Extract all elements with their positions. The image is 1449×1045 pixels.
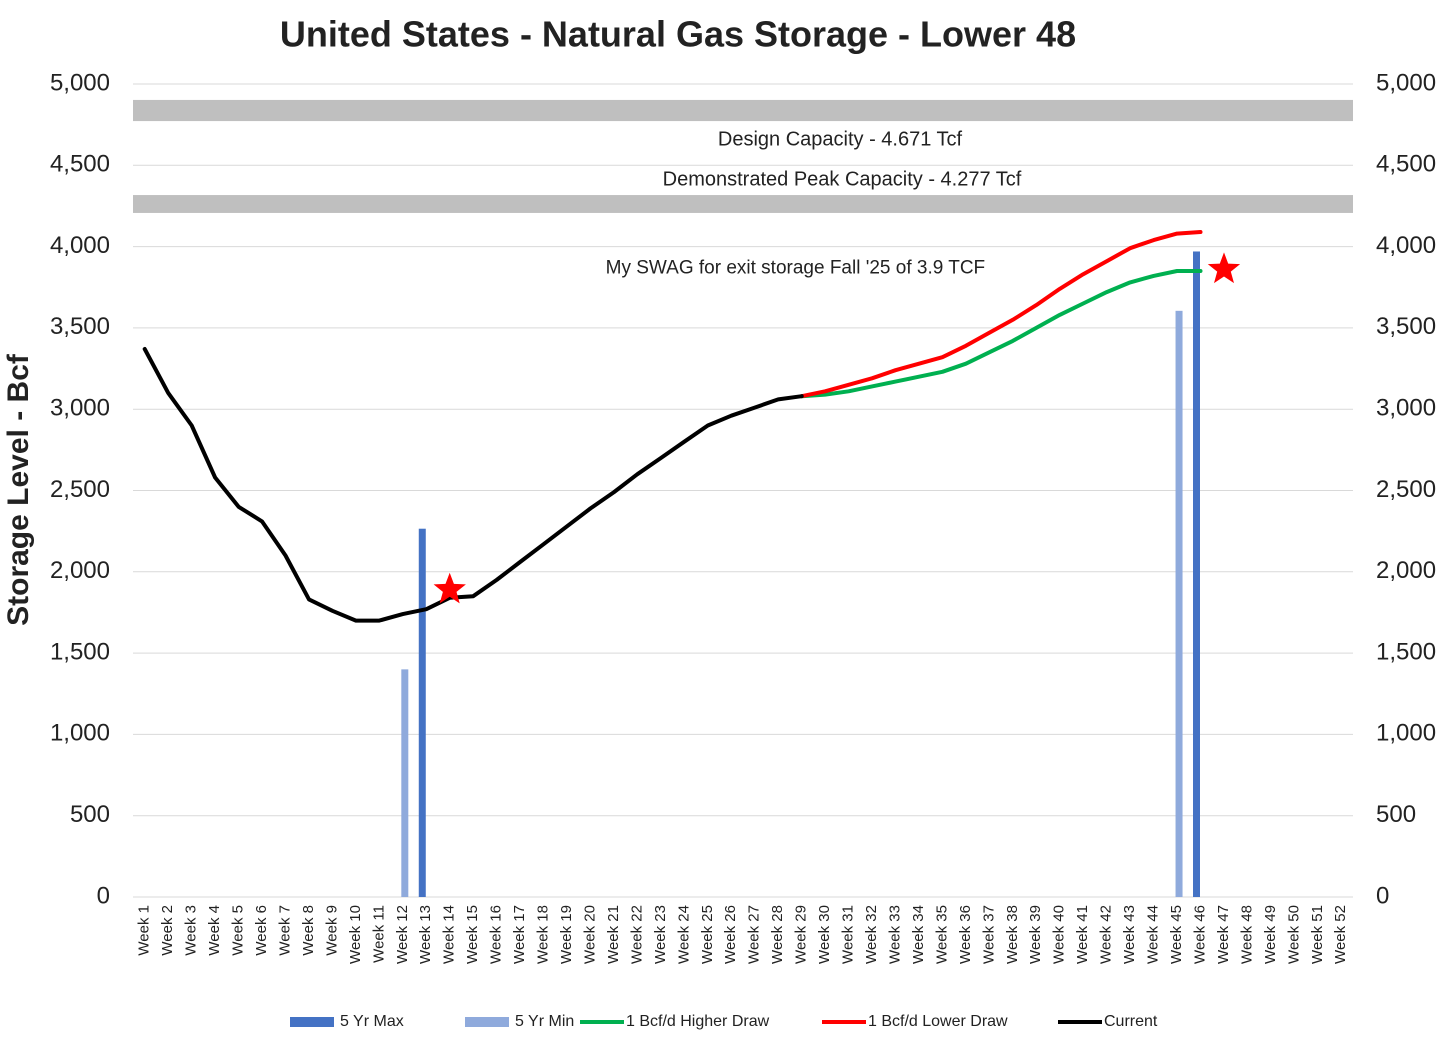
x-tick-label: Week 14 bbox=[441, 905, 458, 964]
star-marker bbox=[433, 572, 466, 604]
x-tick-label: Week 42 bbox=[1098, 905, 1115, 964]
y-tick-label: 1,000 bbox=[50, 720, 110, 747]
legend-label: 1 Bcf/d Higher Draw bbox=[626, 1013, 770, 1030]
legend-label: 5 Yr Max bbox=[340, 1013, 404, 1030]
x-tick-label: Week 13 bbox=[417, 905, 434, 964]
x-tick-label: Week 28 bbox=[769, 905, 786, 964]
y-tick-label: 500 bbox=[70, 801, 110, 828]
y2-tick-label: 4,000 bbox=[1376, 232, 1436, 259]
x-tick-label: Week 7 bbox=[276, 905, 293, 956]
x-tick-label: Week 4 bbox=[206, 905, 223, 956]
x-tick-label: Week 27 bbox=[746, 905, 763, 964]
y2-tick-label: 4,500 bbox=[1376, 151, 1436, 178]
legend-swatch bbox=[465, 1017, 509, 1027]
y-tick-label: 4,500 bbox=[50, 151, 110, 178]
x-tick-label: Week 30 bbox=[816, 905, 833, 964]
x-tick-label: Week 50 bbox=[1285, 905, 1302, 964]
y2-tick-label: 0 bbox=[1376, 882, 1389, 909]
y2-tick-label: 5,000 bbox=[1376, 69, 1436, 96]
x-tick-label: Week 16 bbox=[488, 905, 505, 964]
line-series bbox=[799, 269, 1203, 399]
y2-tick-label: 500 bbox=[1376, 801, 1416, 828]
band-label: Demonstrated Peak Capacity - 4.277 Tcf bbox=[663, 168, 1022, 190]
y-tick-label: 0 bbox=[97, 882, 110, 909]
y2-tick-label: 2,000 bbox=[1376, 557, 1436, 584]
x-tick-label: Week 34 bbox=[910, 905, 927, 964]
capacity-band bbox=[133, 195, 1353, 213]
x-tick-label: Week 8 bbox=[300, 905, 317, 956]
x-tick-label: Week 32 bbox=[863, 905, 880, 964]
x-tick-label: Week 46 bbox=[1191, 905, 1208, 964]
x-tick-label: Week 24 bbox=[675, 905, 692, 964]
x-tick-label: Week 31 bbox=[840, 905, 857, 964]
x-tick-label: Week 9 bbox=[323, 905, 340, 956]
x-tick-label: Week 26 bbox=[722, 905, 739, 964]
y-tick-label: 5,000 bbox=[50, 69, 110, 96]
y2-tick-label: 1,500 bbox=[1376, 638, 1436, 665]
x-tick-label: Week 12 bbox=[394, 905, 411, 964]
y2-tick-label: 2,500 bbox=[1376, 476, 1436, 503]
x-tick-label: Week 52 bbox=[1332, 905, 1349, 964]
x-tick-label: Week 1 bbox=[136, 905, 153, 956]
bar bbox=[418, 528, 426, 897]
y2-tick-label: 3,000 bbox=[1376, 395, 1436, 422]
x-tick-label: Week 23 bbox=[652, 905, 669, 964]
x-tick-label: Week 45 bbox=[1168, 905, 1185, 964]
x-tick-label: Week 5 bbox=[230, 905, 247, 956]
y-tick-label: 2,000 bbox=[50, 557, 110, 584]
star-marker bbox=[1207, 252, 1241, 284]
x-tick-label: Week 17 bbox=[511, 905, 528, 964]
x-tick-label: Week 43 bbox=[1121, 905, 1138, 964]
x-tick-label: Week 18 bbox=[535, 905, 552, 964]
x-tick-label: Week 21 bbox=[605, 905, 622, 964]
y-axis-label: Storage Level - Bcf bbox=[2, 353, 35, 626]
x-tick-label: Week 2 bbox=[159, 905, 176, 956]
x-tick-label: Week 15 bbox=[464, 905, 481, 964]
x-tick-label: Week 41 bbox=[1074, 905, 1091, 964]
bar bbox=[401, 669, 409, 897]
y-tick-label: 3,000 bbox=[50, 395, 110, 422]
capacity-band bbox=[133, 99, 1353, 122]
x-tick-label: Week 38 bbox=[1004, 905, 1021, 964]
x-tick-label: Week 39 bbox=[1027, 905, 1044, 964]
x-tick-label: Week 20 bbox=[581, 905, 598, 964]
x-tick-label: Week 36 bbox=[957, 905, 974, 964]
x-tick-label: Week 48 bbox=[1238, 905, 1255, 964]
legend-label: 1 Bcf/d Lower Draw bbox=[868, 1013, 1008, 1030]
legend-label: Current bbox=[1104, 1013, 1158, 1030]
band-label: Design Capacity - 4.671 Tcf bbox=[718, 128, 963, 150]
line-series bbox=[799, 230, 1203, 399]
legend-label: 5 Yr Min bbox=[515, 1013, 574, 1030]
x-tick-label: Week 29 bbox=[793, 905, 810, 964]
x-tick-label: Week 35 bbox=[933, 905, 950, 964]
y-tick-label: 4,000 bbox=[50, 232, 110, 259]
y-tick-label: 3,500 bbox=[50, 313, 110, 340]
y2-tick-label: 3,500 bbox=[1376, 313, 1436, 340]
x-tick-label: Week 33 bbox=[886, 905, 903, 964]
x-tick-label: Week 19 bbox=[558, 905, 575, 964]
y-tick-label: 2,500 bbox=[50, 476, 110, 503]
chart-title: United States - Natural Gas Storage - Lo… bbox=[280, 14, 1076, 55]
annotation: My SWAG for exit storage Fall '25 of 3.9… bbox=[606, 257, 986, 278]
x-tick-label: Week 51 bbox=[1309, 905, 1326, 964]
x-tick-label: Week 10 bbox=[347, 905, 364, 964]
x-tick-label: Week 25 bbox=[699, 905, 716, 964]
x-tick-label: Week 6 bbox=[253, 905, 270, 956]
x-tick-label: Week 22 bbox=[628, 905, 645, 964]
y-tick-label: 1,500 bbox=[50, 638, 110, 665]
bar bbox=[1175, 310, 1183, 897]
x-tick-label: Week 40 bbox=[1051, 905, 1068, 964]
x-tick-label: Week 11 bbox=[370, 905, 387, 963]
x-tick-label: Week 47 bbox=[1215, 905, 1232, 964]
x-tick-label: Week 3 bbox=[183, 905, 200, 956]
y2-tick-label: 1,000 bbox=[1376, 720, 1436, 747]
line-series bbox=[142, 347, 804, 623]
bar bbox=[1193, 251, 1200, 897]
x-tick-label: Week 44 bbox=[1145, 905, 1162, 964]
x-tick-label: Week 37 bbox=[980, 905, 997, 964]
legend-swatch bbox=[290, 1017, 334, 1027]
x-tick-label: Week 49 bbox=[1262, 905, 1279, 964]
